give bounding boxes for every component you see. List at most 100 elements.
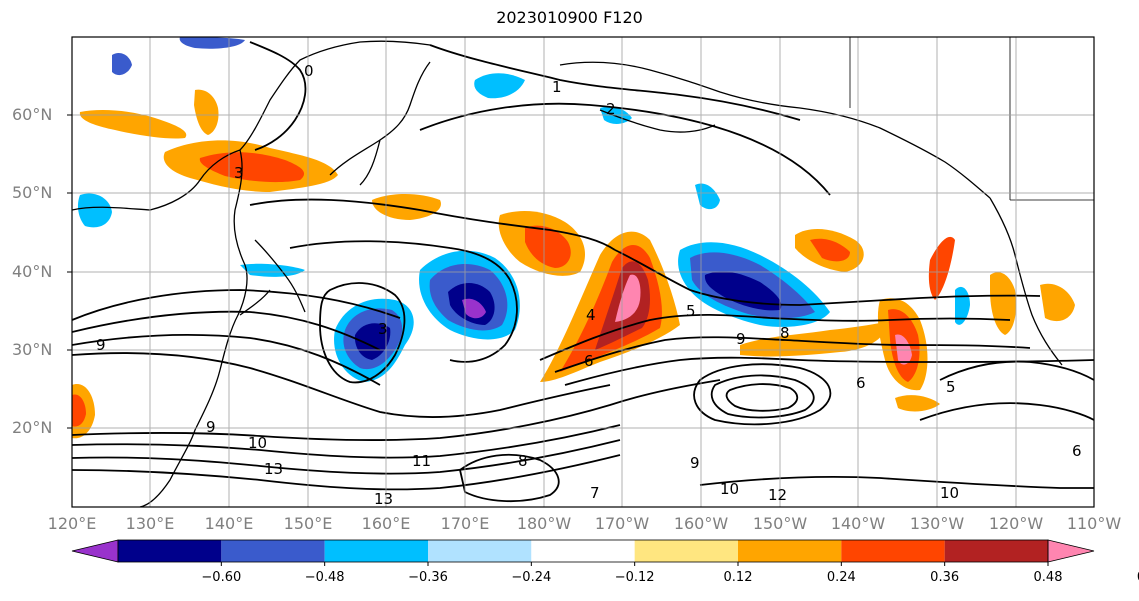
contour-label-9c: 9	[736, 330, 746, 348]
contour-label-6: 6	[584, 352, 594, 370]
lon-label-130w: 130°W	[909, 514, 965, 533]
lat-label-20n: 20°N	[12, 418, 53, 437]
border-canada	[849, 37, 1094, 201]
contour-label-3: 3	[378, 320, 388, 338]
contour-east-2	[919, 402, 1094, 421]
contour-value-labels: 0 1 2 3 3 4 5 5 6 6 6 7 8 8 9 9 9 9 10 1…	[96, 62, 1082, 508]
lon-label-130e: 130°E	[125, 514, 175, 533]
colorbar-extend-low	[71, 539, 119, 563]
warm-blob-coast	[928, 236, 955, 300]
contour-hi-ring1	[693, 363, 832, 426]
lon-label-170w: 170°W	[594, 514, 650, 533]
contour-label-9d: 9	[690, 454, 700, 472]
contour-7	[72, 310, 1031, 373]
map-title: 2023010900 F120	[496, 8, 643, 27]
colorbar-tick-label: 0.48	[1033, 570, 1063, 585]
warm-blob-west2	[194, 89, 219, 135]
coastline-na-west	[989, 197, 1063, 366]
colorbar-tick-label: −0.36	[408, 570, 448, 585]
colorbar-tick-label: −0.12	[614, 570, 655, 585]
contour-east-1	[939, 360, 1094, 381]
colorbar-tick-label: 0.12	[723, 570, 753, 585]
contour-label-8b: 8	[518, 452, 528, 470]
cool-blob-40n-west	[240, 263, 305, 277]
colorbar-box	[944, 540, 1048, 562]
contour-label-13: 13	[264, 460, 283, 478]
colorbar	[71, 539, 1095, 566]
contour-label-9: 9	[96, 336, 106, 354]
warm-blob-150w	[740, 322, 886, 357]
contour-3	[319, 282, 406, 384]
contour-east-3	[699, 475, 1094, 489]
contour-label-0: 0	[304, 62, 314, 80]
warm-core-120e	[72, 394, 86, 427]
contour-2	[419, 102, 831, 196]
lon-label-160w: 160°W	[673, 514, 729, 533]
contour-13	[72, 454, 621, 491]
contour-lines	[72, 41, 1094, 503]
colorbar-box	[221, 540, 325, 562]
cool-core-160w	[704, 271, 782, 311]
contour-11	[72, 424, 621, 459]
colorbar-tick-label: 0.36	[930, 570, 960, 585]
colorbar-tick-label: −0.24	[511, 570, 552, 585]
contour-label-7: 7	[590, 484, 600, 502]
contour-8	[72, 334, 1094, 386]
contour-label-6b: 6	[856, 374, 866, 392]
lon-label-110w: 110°W	[1066, 514, 1122, 533]
colorbar-box	[531, 540, 635, 562]
contour-label-10b: 10	[720, 480, 739, 498]
cool-core-155e	[354, 323, 391, 360]
warm-core-kamchatka	[199, 152, 305, 183]
contour-label-3b: 3	[234, 164, 244, 182]
contour-label-10c: 10	[940, 484, 959, 502]
contour-label-12: 12	[768, 486, 787, 504]
lon-label-120e: 120°E	[47, 514, 97, 533]
lat-label-40n: 40°N	[12, 262, 53, 281]
warm-blob-east	[1040, 283, 1075, 322]
colorbar-box	[634, 540, 738, 562]
gridlines	[72, 37, 1094, 507]
contour-label-10: 10	[248, 434, 267, 452]
colorbar-tick-label: −0.60	[201, 570, 242, 585]
warm-band-pink	[615, 274, 641, 322]
contour-4-upper	[249, 198, 616, 251]
warm-core-155w	[810, 238, 850, 262]
contour-10	[72, 379, 721, 442]
cool-blob-175e-north	[474, 73, 525, 99]
negative-shading	[77, 37, 970, 382]
warm-blob-west1	[79, 110, 187, 139]
lon-label-140w: 140°W	[830, 514, 886, 533]
contour-hi-ring2	[710, 374, 815, 419]
contour-label-5: 5	[686, 302, 696, 320]
contour-label-1: 1	[552, 78, 562, 96]
contour-label-2: 2	[606, 100, 616, 118]
colorbar-box	[324, 540, 428, 562]
lat-label-30n: 30°N	[12, 340, 53, 359]
warm-blob-135w-south	[895, 395, 940, 412]
colorbar-box	[738, 540, 842, 562]
cool-purple-168e	[462, 298, 486, 319]
lon-label-150w: 150°W	[752, 514, 808, 533]
tick-marks	[67, 114, 72, 429]
lon-label-140e: 140°E	[204, 514, 254, 533]
contour-label-13b: 13	[374, 490, 393, 508]
warm-core-175e	[525, 225, 571, 268]
lon-label-120w: 120°W	[988, 514, 1044, 533]
contour-label-11: 11	[412, 452, 431, 470]
lat-label-60n: 60°N	[12, 105, 53, 124]
lon-label-170e: 170°E	[440, 514, 490, 533]
contour-label-4: 4	[586, 306, 596, 324]
colorbar-tick-label: −0.48	[304, 570, 345, 585]
colorbar-frame	[117, 539, 1049, 563]
colorbar-box	[118, 540, 222, 562]
lon-label-160e: 160°E	[361, 514, 411, 533]
coastline-kamchatka	[329, 61, 431, 186]
contour-hi-ring3	[725, 383, 799, 412]
contour-12	[72, 439, 621, 475]
contour-low-south	[458, 453, 560, 503]
contour-9	[72, 352, 611, 418]
cool-blob-ne	[112, 53, 132, 76]
contour-label-8: 8	[780, 324, 790, 342]
